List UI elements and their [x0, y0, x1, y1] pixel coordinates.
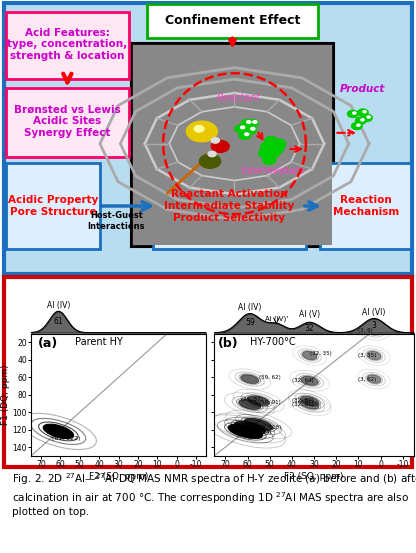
Text: Brønsted vs Lewis
Acidic Sites
Synergy Effect: Brønsted vs Lewis Acidic Sites Synergy E… [14, 105, 121, 138]
Circle shape [253, 121, 257, 123]
Text: Fig. 1.  Schematic illustrations of roles of acid features and structure–activit: Fig. 1. Schematic illustrations of roles… [12, 279, 414, 301]
Text: Reaction
Mechanism: Reaction Mechanism [333, 195, 399, 217]
FancyBboxPatch shape [4, 3, 412, 274]
Ellipse shape [239, 399, 261, 409]
Circle shape [358, 109, 368, 116]
Circle shape [208, 152, 216, 156]
Text: 59: 59 [245, 319, 255, 327]
Text: (a): (a) [38, 337, 58, 351]
Circle shape [245, 126, 257, 134]
Ellipse shape [300, 400, 319, 409]
Y-axis label: F1 (DQ; ppm): F1 (DQ; ppm) [1, 364, 10, 425]
Text: Acidic Property
Pore Structure: Acidic Property Pore Structure [8, 195, 98, 217]
Circle shape [247, 119, 259, 127]
Text: (32, 35): (32, 35) [310, 351, 332, 356]
Text: Fig. 2. 2D $^{27}$Al—$^{27}$Al DQ MAS NMR spectra of H-Y zeolite (a) before and : Fig. 2. 2D $^{27}$Al—$^{27}$Al DQ MAS NM… [12, 472, 416, 517]
Text: HY-700°C: HY-700°C [250, 337, 296, 347]
Circle shape [363, 111, 366, 113]
Text: Acid Features:
type, concentration,
strength & location: Acid Features: type, concentration, stre… [7, 28, 127, 61]
Text: (61, 122): (61, 122) [52, 436, 80, 441]
Text: Host-Guest
Interactions: Host-Guest Interactions [87, 211, 145, 231]
Circle shape [362, 114, 372, 122]
Circle shape [267, 149, 280, 158]
Text: (55, 114): (55, 114) [246, 430, 271, 435]
Text: (32, 87): (32, 87) [292, 398, 314, 403]
FancyBboxPatch shape [4, 276, 412, 467]
Circle shape [251, 127, 255, 130]
X-axis label: F2 (SQ; ppm): F2 (SQ; ppm) [89, 472, 148, 481]
Text: (3, 35): (3, 35) [359, 353, 377, 358]
Circle shape [199, 154, 220, 168]
Ellipse shape [302, 351, 317, 360]
FancyBboxPatch shape [6, 12, 129, 79]
X-axis label: F2 (SQ; ppm): F2 (SQ; ppm) [285, 472, 344, 481]
Circle shape [347, 111, 358, 117]
Text: Al (VI): Al (VI) [362, 307, 386, 316]
Text: (32, 64): (32, 64) [292, 378, 314, 383]
Circle shape [194, 126, 204, 132]
Text: 61: 61 [54, 317, 63, 326]
Text: (59, 118): (59, 118) [255, 425, 281, 430]
Circle shape [260, 142, 274, 151]
FancyBboxPatch shape [320, 163, 411, 249]
Circle shape [211, 138, 219, 143]
FancyBboxPatch shape [133, 45, 332, 246]
FancyBboxPatch shape [6, 88, 129, 157]
Circle shape [259, 149, 272, 158]
FancyBboxPatch shape [147, 4, 318, 38]
Text: Al (IV)': Al (IV)' [265, 316, 288, 322]
Text: 3: 3 [371, 321, 376, 330]
Text: (3, 62): (3, 62) [359, 377, 377, 382]
Circle shape [356, 117, 366, 124]
Ellipse shape [367, 351, 381, 360]
Circle shape [245, 133, 249, 135]
Ellipse shape [244, 418, 273, 431]
Text: Al (IV): Al (IV) [47, 301, 70, 310]
Ellipse shape [43, 424, 74, 439]
FancyBboxPatch shape [131, 43, 334, 247]
Text: Reactant Activation
Intermediate Stability
Product Selectivity: Reactant Activation Intermediate Stabili… [164, 189, 295, 223]
Ellipse shape [367, 375, 381, 383]
Circle shape [240, 126, 245, 129]
Circle shape [235, 125, 246, 133]
Circle shape [273, 139, 286, 148]
Circle shape [353, 112, 356, 114]
Circle shape [239, 132, 250, 139]
Ellipse shape [300, 396, 319, 406]
Circle shape [352, 123, 362, 129]
Circle shape [247, 121, 251, 123]
FancyBboxPatch shape [6, 163, 100, 249]
Circle shape [271, 145, 284, 153]
Ellipse shape [248, 396, 270, 406]
Text: (59, 62): (59, 62) [259, 375, 281, 380]
Text: Confinement Effect: Confinement Effect [165, 14, 300, 27]
Text: Al (V): Al (V) [299, 310, 320, 320]
Circle shape [186, 121, 218, 142]
Circle shape [361, 119, 364, 121]
Circle shape [262, 155, 276, 164]
Circle shape [265, 137, 278, 145]
Text: 32: 32 [305, 324, 314, 333]
Ellipse shape [301, 376, 318, 385]
Text: Intermediate: Intermediate [242, 166, 305, 176]
FancyBboxPatch shape [153, 163, 306, 249]
Text: Product: Product [340, 85, 386, 95]
Ellipse shape [367, 326, 381, 335]
Text: (32, 91): (32, 91) [292, 402, 314, 407]
Circle shape [357, 124, 360, 126]
Circle shape [211, 140, 229, 152]
Text: Reactant: Reactant [217, 92, 260, 103]
Text: (59, 91): (59, 91) [259, 400, 281, 405]
Ellipse shape [241, 375, 259, 384]
Text: (3, 6): (3, 6) [359, 328, 373, 333]
Circle shape [367, 116, 370, 118]
Ellipse shape [228, 424, 262, 439]
Text: (55, 87): (55, 87) [241, 397, 262, 401]
Ellipse shape [234, 421, 265, 435]
Text: Al (IV): Al (IV) [238, 304, 261, 312]
Text: (b): (b) [218, 337, 239, 351]
Circle shape [241, 119, 253, 127]
Text: Parent HY: Parent HY [75, 337, 123, 347]
